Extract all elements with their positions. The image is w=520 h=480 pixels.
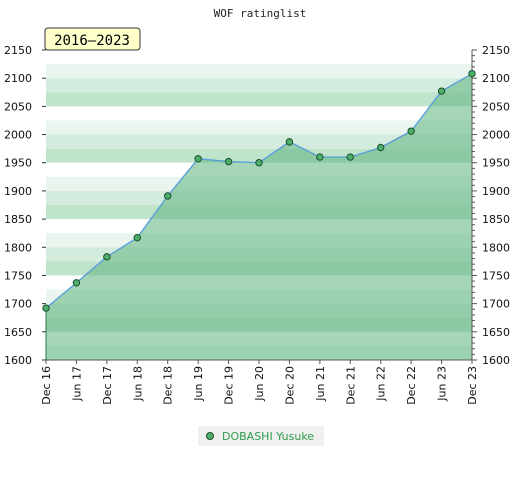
- chart-title: WOF ratinglist: [214, 7, 307, 20]
- y-tick-label-right: 1600: [482, 354, 510, 367]
- x-tick-label: Jun 20: [253, 366, 266, 402]
- y-tick-label-right: 1650: [482, 326, 510, 339]
- data-point: [285, 138, 294, 146]
- x-tick-label: Dec 22: [405, 366, 418, 405]
- x-tick-label: Jun 17: [70, 366, 83, 402]
- data-point: [316, 153, 324, 161]
- y-tick-label-right: 1700: [482, 298, 510, 311]
- y-axis-left: 1600 1650 1700 1750 1800 1850 1900 1950 2000 2050…: [4, 44, 46, 367]
- y-tick-label-right: 2000: [482, 129, 510, 142]
- x-tick-label: Dec 23: [466, 366, 479, 405]
- data-point: [437, 87, 446, 95]
- background-band: [46, 50, 472, 65]
- y-tick-label-right: 2050: [482, 100, 510, 113]
- data-point: [103, 253, 111, 261]
- y-tick-label-left: 2000: [4, 129, 32, 142]
- x-tick-label: Dec 17: [101, 366, 114, 405]
- y-tick-label-left: 1650: [4, 326, 32, 339]
- background-band: [46, 64, 472, 79]
- y-tick-label-right: 2100: [482, 72, 510, 85]
- data-point: [255, 159, 263, 167]
- background-band: [46, 134, 472, 149]
- y-tick-label-right: 2150: [482, 44, 510, 57]
- x-tick-label: Jun 22: [375, 366, 388, 402]
- background-band: [46, 78, 472, 93]
- series-area: [46, 73, 472, 360]
- y-tick-label-left: 1900: [4, 185, 32, 198]
- x-tick-label: Dec 16: [40, 366, 53, 405]
- period-badge: 2016–2023: [44, 27, 141, 51]
- y-tick-label-left: 2100: [4, 72, 32, 85]
- y-tick-label-left: 1700: [4, 298, 32, 311]
- x-tick-label: Dec 21: [344, 366, 357, 405]
- legend-label: DOBASHI Yusuke: [222, 430, 314, 443]
- y-tick-label-right: 1850: [482, 213, 510, 226]
- y-tick-label-left: 1850: [4, 213, 32, 226]
- points-layer: [42, 69, 476, 312]
- x-tick-label: Dec 20: [283, 366, 296, 405]
- legend-marker: [206, 432, 214, 440]
- x-tick-label: Jun 23: [436, 366, 449, 402]
- data-point: [194, 155, 202, 163]
- y-tick-label-left: 1600: [4, 354, 32, 367]
- data-point: [468, 69, 476, 78]
- period-badge-label: 2016–2023: [54, 33, 130, 49]
- x-tick-label: Dec 19: [223, 366, 236, 405]
- y-tick-label-left: 1800: [4, 241, 32, 254]
- x-tick-label: Jun 19: [192, 366, 205, 402]
- y-tick-label-left: 1950: [4, 157, 32, 170]
- y-tick-label-left: 2050: [4, 100, 32, 113]
- period-badge-box: [44, 27, 141, 51]
- y-tick-label-right: 1750: [482, 269, 510, 282]
- y-tick-label-right: 1800: [482, 241, 510, 254]
- y-tick-label-right: 1950: [482, 157, 510, 170]
- data-point: [407, 127, 415, 135]
- x-tick-label: Jun 21: [314, 366, 327, 402]
- x-tick-label: Jun 18: [131, 366, 144, 402]
- data-point: [72, 279, 81, 287]
- x-tick-label: Dec 18: [162, 366, 175, 405]
- data-point: [346, 153, 354, 161]
- background-band: [46, 106, 472, 121]
- y-tick-label-left: 2150: [4, 44, 32, 57]
- y-tick-label-left: 1750: [4, 269, 32, 282]
- background-band: [46, 120, 472, 135]
- data-point: [133, 233, 141, 242]
- background-band: [46, 92, 472, 107]
- y-tick-label-right: 1900: [482, 185, 510, 198]
- data-point: [224, 157, 233, 166]
- legend: DOBASHI Yusuke: [198, 426, 324, 446]
- legend-box: [198, 426, 324, 446]
- y-axis-right: 1600 1650 1700 1750 1800 1850 1900 1950 2000 2050…: [471, 44, 510, 367]
- data-point: [42, 304, 50, 312]
- data-point: [164, 192, 172, 200]
- data-point: [377, 143, 385, 152]
- x-axis: Dec 16 Jun 17 Dec 17 Jun 18 Dec 18 Jun 19 Dec …: [40, 359, 479, 405]
